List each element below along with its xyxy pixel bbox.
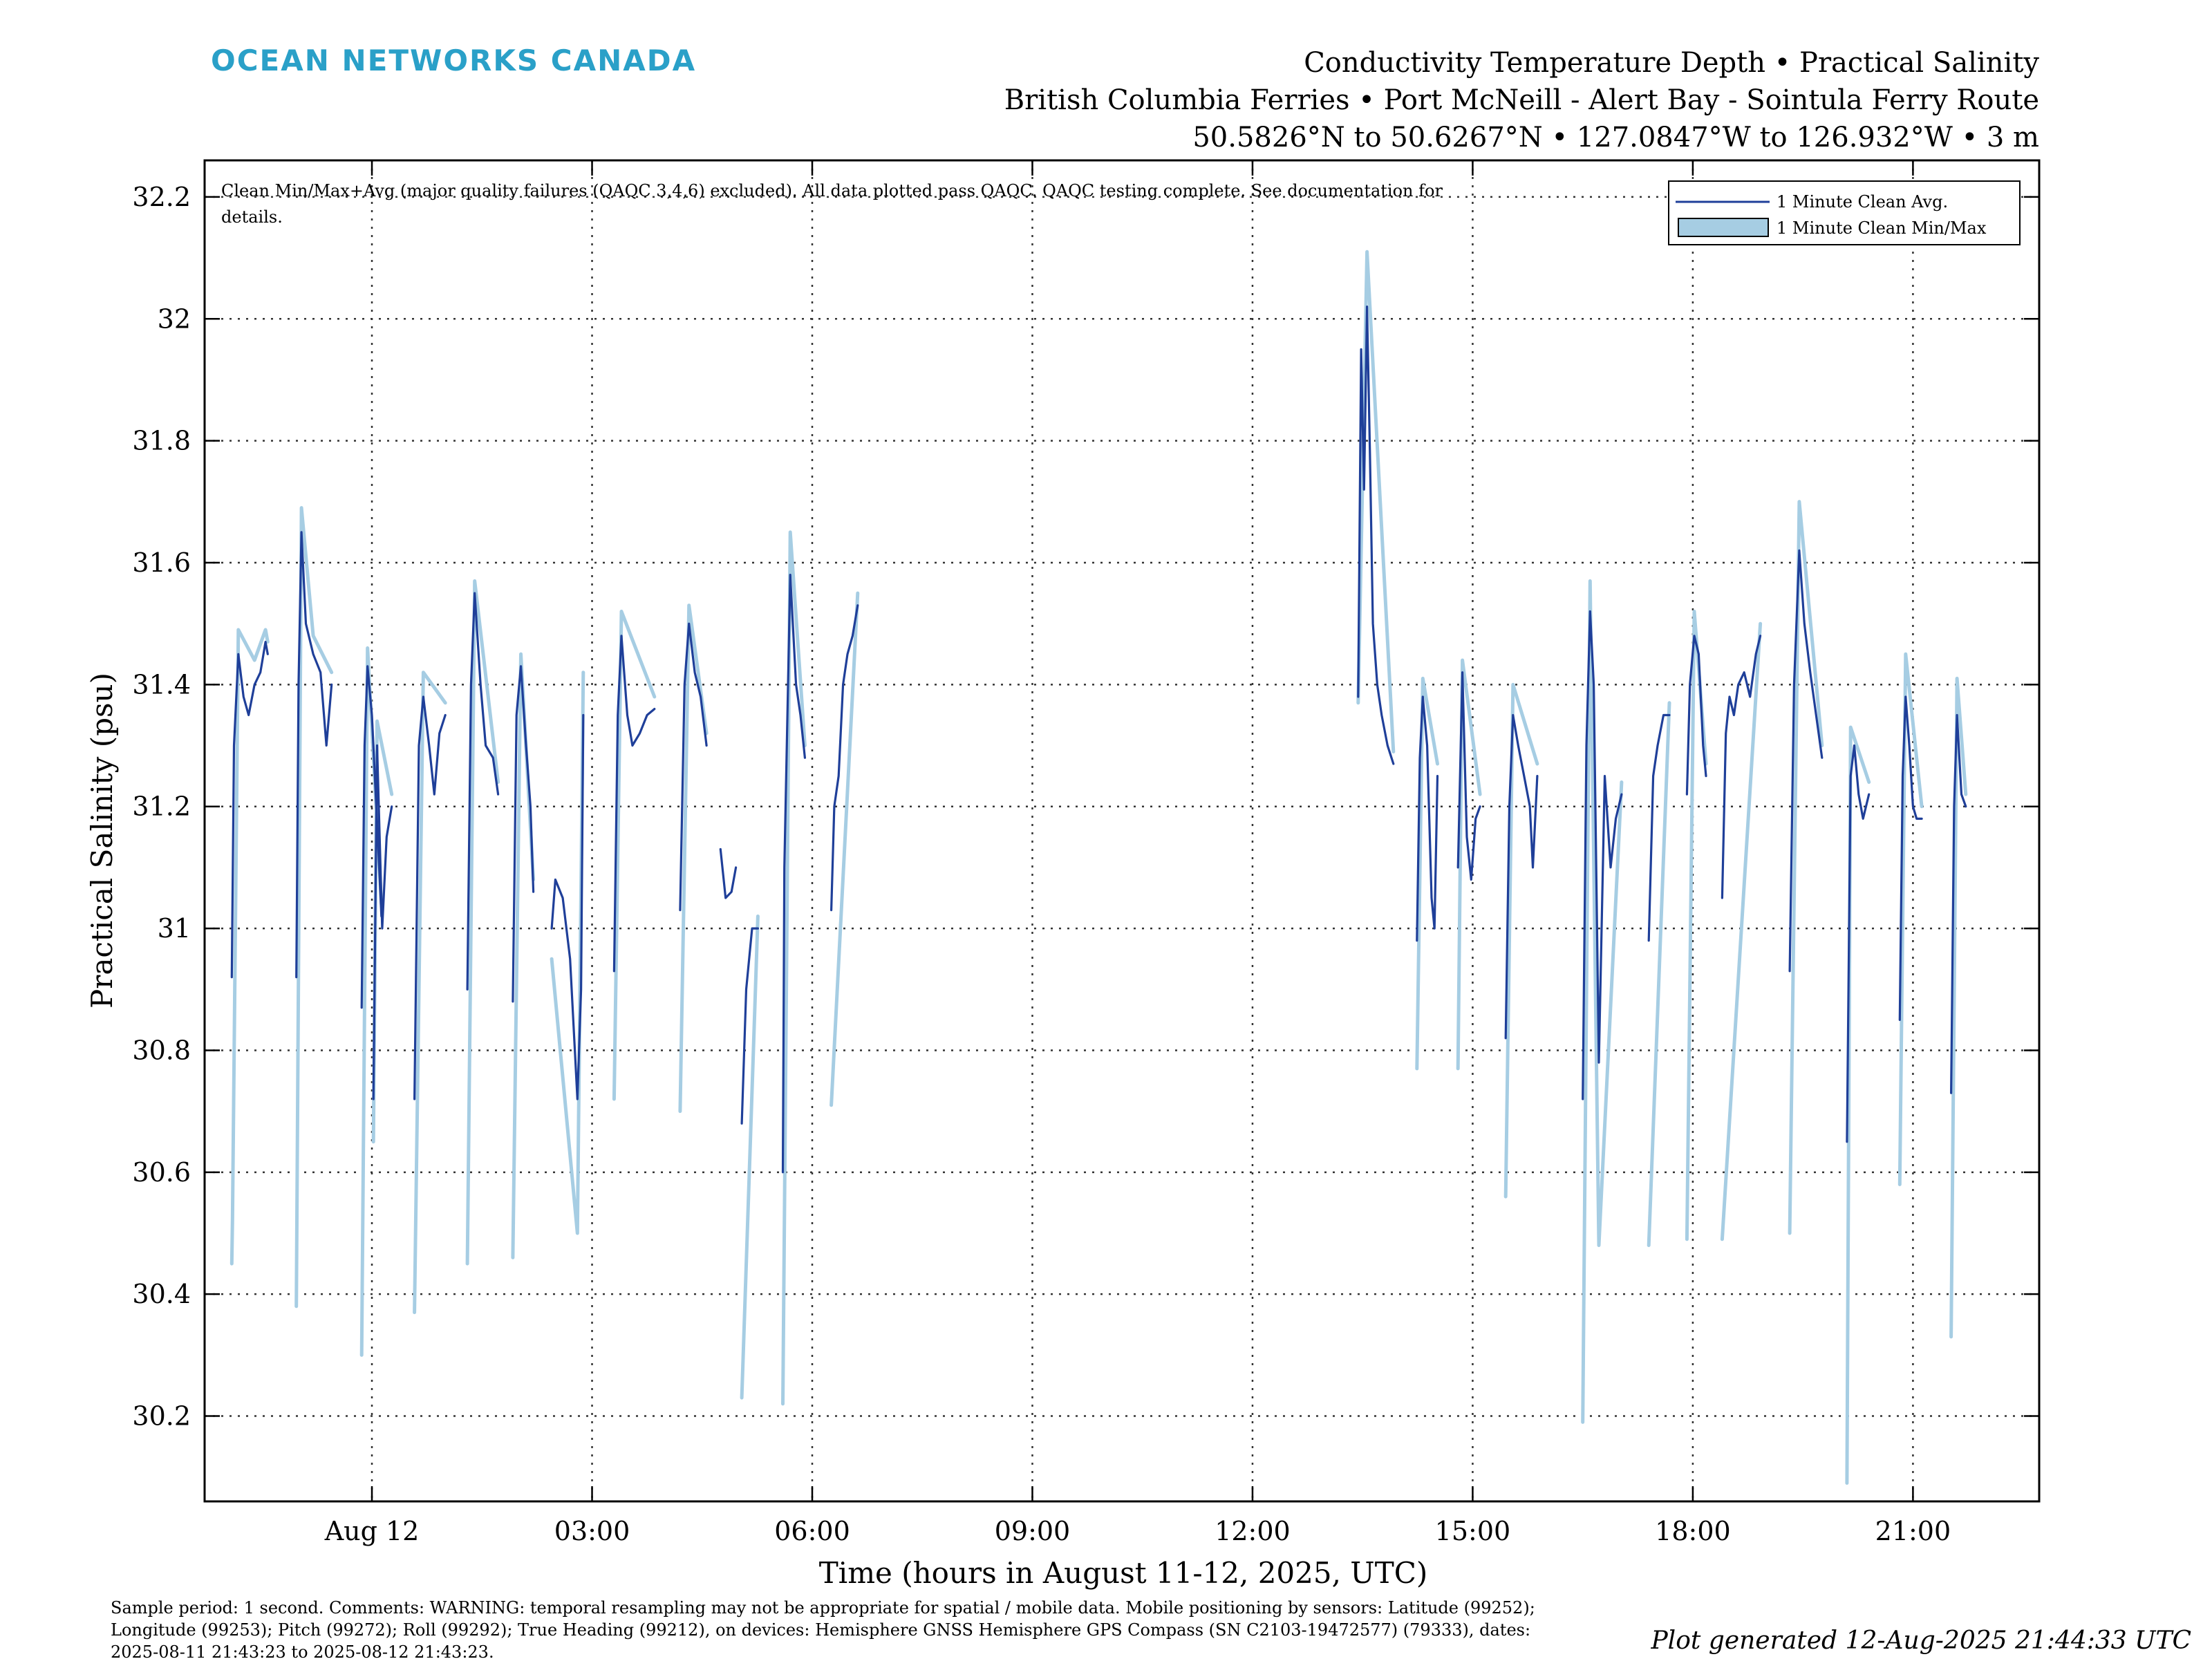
- footer-line2: Longitude (99253); Pitch (99272); Roll (…: [111, 1620, 1530, 1640]
- minmax-segment-5: [465, 579, 500, 1266]
- avg-segment-7: [550, 713, 585, 1100]
- y-tick-label-10: 32.2: [132, 182, 191, 212]
- avg-segment-5: [466, 592, 500, 991]
- y-tick-label-7: 31.6: [132, 547, 191, 578]
- x-tick-label-5: 15:00: [1435, 1516, 1511, 1546]
- avg-segment-11: [740, 927, 760, 1125]
- x-tick-label-2: 06:00: [774, 1516, 850, 1546]
- legend-minmax-swatch: [1678, 218, 1769, 237]
- minmax-segment-24: [1949, 677, 1968, 1339]
- y-tick-label-3: 30.8: [132, 1035, 191, 1065]
- y-tick-label-1: 30.4: [132, 1279, 191, 1309]
- minmax-segment-12: [830, 591, 860, 1107]
- chart-title-line1: Conductivity Temperature Depth • Practic…: [1304, 47, 2039, 79]
- x-tick-label-4: 12:00: [1215, 1516, 1291, 1546]
- avg-segment-0: [230, 640, 269, 979]
- minmax-segment-18: [1647, 701, 1671, 1248]
- minmax-segment-13: [1356, 250, 1396, 753]
- avg-segment-2: [360, 665, 383, 1009]
- y-tick-label-6: 31.4: [132, 669, 191, 700]
- minmax-segment-16: [1503, 682, 1539, 1199]
- x-tick-label-6: 18:00: [1655, 1516, 1731, 1546]
- y-tick-labels: 30.2 30.4 30.6 30.8 31 31.2 31.4 31.6 31.8 32 32.2: [132, 182, 191, 1432]
- avg-segment-4: [413, 695, 447, 1100]
- avg-segment-1: [295, 531, 333, 979]
- minmax-segment-9: [678, 603, 709, 1114]
- legend-minmax-label: 1 Minute Clean Min/Max: [1777, 218, 1987, 238]
- minmax-segment-11: [781, 530, 807, 1406]
- minmax-segment-6: [511, 652, 536, 1259]
- qaqc-note-line1: Clean Min/Max+Avg (major quality failure…: [221, 181, 1443, 200]
- avg-segment-6: [512, 665, 535, 1003]
- avg-segment-17: [1504, 713, 1539, 1040]
- y-tick-label-0: 30.2: [132, 1401, 191, 1432]
- qaqc-note-line2: details.: [221, 207, 283, 227]
- avg-segment-23: [1846, 744, 1871, 1143]
- avg-segment-19: [1647, 713, 1671, 942]
- x-tick-label-7: 21:00: [1875, 1516, 1951, 1546]
- minmax-segment-22: [1845, 725, 1871, 1485]
- minmax-series: [229, 250, 1968, 1485]
- avg-segment-18: [1582, 610, 1623, 1100]
- avg-segment-8: [612, 635, 656, 973]
- minmax-segment-0: [229, 628, 270, 1266]
- legend: 1 Minute Clean Avg. 1 Minute Clean Min/M…: [1668, 180, 2021, 245]
- x-tick-label-1: 03:00: [554, 1516, 630, 1546]
- avg-segment-25: [1950, 713, 1967, 1094]
- legend-avg-label: 1 Minute Clean Avg.: [1777, 192, 1948, 212]
- x-tick-label-0: Aug 12: [324, 1516, 420, 1546]
- minmax-segment-17: [1581, 579, 1624, 1424]
- plot-frame: [203, 159, 2041, 1503]
- avg-segment-12: [781, 573, 807, 1174]
- y-tick-label-8: 31.8: [132, 426, 191, 456]
- avg-segment-3: [372, 744, 393, 1100]
- chart-title-line3: 50.5826°N to 50.6267°N • 127.0847°W to 1…: [1192, 122, 2039, 153]
- y-tick-label-2: 30.6: [132, 1157, 191, 1188]
- plot-generated-stamp: Plot generated 12-Aug-2025 21:44:33 UTC: [1650, 1627, 2191, 1655]
- avg-segment-15: [1416, 695, 1439, 942]
- footer-line3: 2025-08-11 21:43:23 to 2025-08-12 21:43:…: [111, 1642, 494, 1659]
- minmax-segment-1: [294, 506, 334, 1309]
- minmax-segment-8: [612, 610, 657, 1101]
- minmax-segment-10: [740, 915, 760, 1400]
- minmax-segment-23: [1897, 652, 1924, 1186]
- avg-series: [230, 306, 1967, 1174]
- x-tick-labels: Aug 12 03:00 06:00 09:00 12:00 15:00 18:00 21:0…: [324, 1516, 1951, 1546]
- minmax-segment-21: [1788, 500, 1824, 1235]
- y-tick-label-9: 32: [158, 303, 191, 334]
- y-tick-label-4: 31: [158, 913, 191, 944]
- minmax-segment-15: [1456, 658, 1482, 1071]
- avg-segment-20: [1685, 635, 1707, 796]
- y-axis-label: Practical Salinity (psu): [85, 673, 119, 1009]
- chart-title-line2: British Columbia Ferries • Port McNeill …: [1004, 84, 2039, 116]
- avg-segment-24: [1898, 695, 1923, 1022]
- avg-segment-22: [1788, 549, 1824, 973]
- avg-segment-9: [679, 622, 708, 912]
- avg-segment-16: [1456, 671, 1481, 881]
- avg-segment-21: [1721, 635, 1762, 899]
- avg-segment-14: [1357, 306, 1395, 765]
- minmax-segment-14: [1415, 677, 1439, 1071]
- footer-line1: Sample period: 1 second. Comments: WARNI…: [111, 1598, 1535, 1618]
- x-tick-label-3: 09:00: [995, 1516, 1071, 1546]
- minmax-segment-4: [413, 671, 447, 1315]
- x-axis-label: Time (hours in August 11-12, 2025, UTC): [819, 1556, 1427, 1590]
- minmax-segment-20: [1720, 621, 1763, 1241]
- y-tick-label-5: 31.2: [132, 791, 191, 822]
- brand-logo-text: OCEAN NETWORKS CANADA: [211, 44, 696, 77]
- axes-frame: [203, 159, 2041, 1503]
- avg-segment-10: [719, 847, 738, 899]
- avg-segment-13: [830, 604, 859, 912]
